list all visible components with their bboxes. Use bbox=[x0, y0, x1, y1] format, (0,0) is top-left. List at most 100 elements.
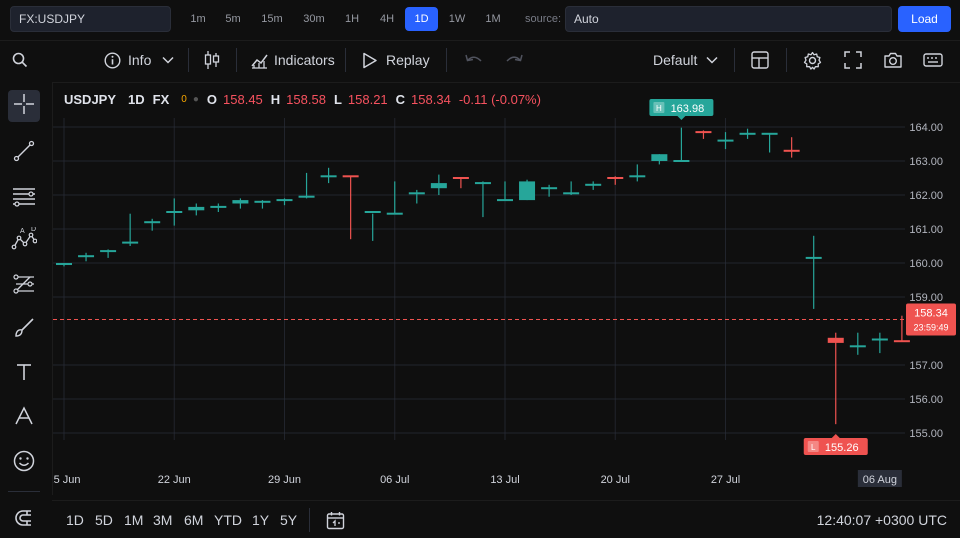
range-1M[interactable]: 1M bbox=[124, 512, 144, 528]
low-marker-badge bbox=[807, 441, 819, 452]
candle-body bbox=[122, 241, 139, 244]
range-1D[interactable]: 1D bbox=[66, 512, 84, 528]
candle-body bbox=[276, 199, 293, 202]
y-tick-label: 156.00 bbox=[909, 394, 943, 406]
candle-body bbox=[563, 192, 580, 195]
candle-body bbox=[166, 211, 183, 213]
svg-text:A: A bbox=[20, 228, 25, 235]
layout-icon bbox=[751, 51, 769, 69]
fib-tool[interactable] bbox=[8, 182, 40, 214]
indicators-button[interactable]: Indicators bbox=[251, 41, 335, 79]
brush-tool[interactable] bbox=[8, 314, 40, 346]
timeframe-1m[interactable]: 1m bbox=[190, 13, 206, 25]
range-1Y[interactable]: 1Y bbox=[252, 512, 270, 528]
clock[interactable]: 12:40:07 +0300 UTC bbox=[816, 512, 947, 528]
projection-tool[interactable] bbox=[8, 270, 40, 302]
calendar-icon bbox=[326, 512, 345, 534]
candle-body bbox=[452, 177, 469, 179]
x-tick-label: 22 Jun bbox=[158, 474, 191, 486]
candle-body bbox=[629, 175, 646, 178]
candle-body bbox=[541, 187, 558, 190]
x-tick-label: 29 Jun bbox=[268, 474, 301, 486]
x-tick-label: 13 Jul bbox=[490, 474, 519, 486]
source-input[interactable]: Auto bbox=[565, 6, 892, 32]
annotation-icon bbox=[14, 405, 34, 431]
candle-body bbox=[144, 221, 161, 224]
camera-icon bbox=[883, 51, 903, 69]
fullscreen-button[interactable] bbox=[844, 41, 862, 79]
keyboard-button[interactable] bbox=[923, 41, 943, 79]
chart-pane[interactable]: 164.00 163.00 162.00 161.00 160.00 159.00 157.… bbox=[52, 82, 960, 495]
candle-body bbox=[651, 154, 668, 161]
replay-button[interactable]: Replay bbox=[362, 41, 430, 79]
timeframe-1H[interactable]: 1H bbox=[344, 13, 360, 25]
x-tick-highlight bbox=[857, 470, 902, 487]
load-button[interactable]: Load bbox=[898, 6, 951, 32]
candle-body bbox=[408, 192, 425, 195]
high-marker-pointer bbox=[677, 116, 686, 120]
chevron-down-icon bbox=[161, 53, 175, 67]
range-5Y[interactable]: 5Y bbox=[280, 512, 298, 528]
search-button[interactable] bbox=[12, 41, 28, 79]
range-5D[interactable]: 5D bbox=[95, 512, 113, 528]
layout-button[interactable] bbox=[751, 41, 769, 79]
text-tool[interactable] bbox=[8, 358, 40, 390]
annotation-tool[interactable] bbox=[8, 402, 40, 434]
candle-body bbox=[585, 183, 602, 186]
info-dropdown-button[interactable] bbox=[161, 41, 175, 79]
chart-type-button[interactable] bbox=[203, 41, 221, 79]
layout-dropdown[interactable]: Default bbox=[653, 41, 719, 79]
candle-body bbox=[717, 139, 734, 142]
legend-low-label: L bbox=[333, 92, 342, 107]
crosshair-tool[interactable] bbox=[8, 90, 40, 122]
candle-body bbox=[430, 183, 447, 189]
go-to-date-button[interactable] bbox=[326, 511, 345, 535]
emoji-tool[interactable] bbox=[8, 447, 40, 479]
candle-body bbox=[871, 338, 888, 341]
range-3M[interactable]: 3M bbox=[153, 512, 173, 528]
replay-icon bbox=[362, 52, 378, 69]
timeframe-1W[interactable]: 1W bbox=[448, 13, 466, 25]
undo-button[interactable] bbox=[464, 41, 484, 79]
candle-body bbox=[232, 200, 249, 204]
symbol-input[interactable]: FX:USDJPY bbox=[10, 6, 171, 32]
low-marker-pointer bbox=[831, 434, 840, 438]
legend-symbol: USDJPY bbox=[64, 92, 117, 107]
candle-body bbox=[673, 160, 690, 162]
candle-body bbox=[188, 206, 205, 211]
timeframe-1D[interactable]: 1D bbox=[405, 7, 438, 31]
trend-line-tool[interactable] bbox=[8, 137, 40, 169]
candle-body bbox=[298, 195, 315, 198]
toolbar-divider bbox=[309, 508, 310, 532]
timeframe-30m[interactable]: 30m bbox=[303, 13, 325, 25]
range-YTD[interactable]: YTD bbox=[214, 512, 242, 528]
source-label: source: bbox=[525, 13, 562, 25]
settings-button[interactable] bbox=[803, 41, 822, 79]
toolbar-divider bbox=[236, 48, 237, 72]
candle-body bbox=[695, 131, 712, 134]
x-tick-label: 06 Aug bbox=[863, 474, 897, 486]
magnet-tool[interactable] bbox=[8, 504, 40, 536]
legend-change: -0.11 (-0.07%) bbox=[458, 92, 541, 107]
price-chart[interactable]: 164.00 163.00 162.00 161.00 160.00 159.00 157.… bbox=[53, 83, 960, 496]
timeframe-1M[interactable]: 1M bbox=[485, 13, 501, 25]
candle-body bbox=[761, 132, 778, 135]
high-marker-badge bbox=[653, 102, 665, 113]
replay-label: Replay bbox=[386, 52, 430, 68]
crosshair-icon bbox=[13, 93, 35, 120]
range-6M[interactable]: 6M bbox=[184, 512, 204, 528]
symbol-legend: USDJPY 1D FX 0 ● O 158.45 H 158.58 L 158… bbox=[64, 92, 541, 107]
candles-icon bbox=[203, 50, 221, 70]
timeframe-15m[interactable]: 15m bbox=[261, 13, 283, 25]
timeframe-5m[interactable]: 5m bbox=[225, 13, 241, 25]
timeframe-4H[interactable]: 4H bbox=[379, 13, 395, 25]
screenshot-button[interactable] bbox=[883, 41, 903, 79]
info-button[interactable]: Info bbox=[104, 41, 151, 79]
legend-interval: 1D bbox=[128, 92, 145, 107]
candle-body bbox=[342, 175, 359, 178]
text-icon bbox=[14, 362, 34, 387]
redo-button[interactable] bbox=[504, 41, 524, 79]
legend-high-value: 158.58 bbox=[286, 92, 326, 107]
